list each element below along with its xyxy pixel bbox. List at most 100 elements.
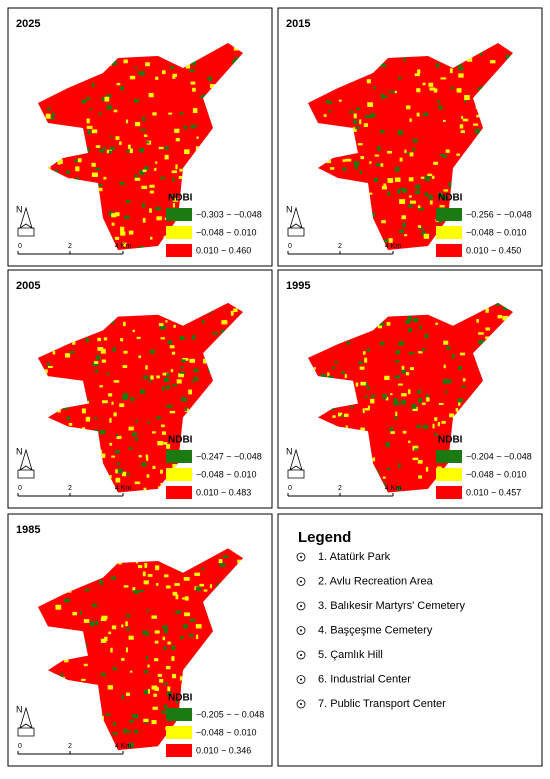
land-patch xyxy=(109,146,115,151)
land-patch xyxy=(474,128,481,134)
land-patch xyxy=(72,611,77,616)
land-patch xyxy=(89,108,93,111)
land-patch xyxy=(401,188,407,193)
land-patch xyxy=(390,431,395,434)
land-patch xyxy=(382,186,387,190)
land-patch xyxy=(69,351,76,354)
scale-label: 2 xyxy=(68,243,72,250)
land-patch xyxy=(126,150,131,153)
land-patch xyxy=(159,678,164,683)
land-patch xyxy=(46,107,51,111)
land-patch xyxy=(367,102,373,107)
land-patch xyxy=(113,380,120,383)
land-patch xyxy=(175,138,180,142)
land-patch xyxy=(64,598,70,603)
land-patch xyxy=(126,692,131,697)
land-patch xyxy=(129,148,133,154)
land-patch xyxy=(355,382,359,387)
land-patch xyxy=(408,195,412,198)
land-patch xyxy=(448,182,453,187)
land-patch xyxy=(458,73,464,78)
north-label: N xyxy=(286,204,293,214)
land-patch xyxy=(443,340,449,345)
land-patch xyxy=(450,86,454,90)
land-patch xyxy=(103,146,106,151)
land-patch xyxy=(457,398,462,403)
land-patch xyxy=(120,86,124,91)
land-patch xyxy=(171,170,177,174)
land-patch xyxy=(442,154,447,159)
land-patch xyxy=(149,190,154,194)
land-patch xyxy=(147,574,153,577)
land-patch xyxy=(445,391,448,394)
land-patch xyxy=(109,442,113,446)
land-patch xyxy=(123,215,130,219)
land-patch xyxy=(457,66,464,71)
land-patch xyxy=(170,369,174,373)
land-patch xyxy=(155,161,158,164)
land-patch xyxy=(413,317,419,323)
land-patch xyxy=(449,68,453,74)
land-patch xyxy=(99,385,103,388)
land-patch xyxy=(422,82,426,86)
land-patch xyxy=(397,188,401,194)
land-patch xyxy=(161,710,167,714)
land-patch xyxy=(212,332,219,335)
land-patch xyxy=(85,416,91,422)
land-patch xyxy=(384,239,388,242)
land-patch xyxy=(366,79,371,84)
land-patch xyxy=(129,720,134,723)
land-patch xyxy=(461,115,464,120)
land-patch xyxy=(407,389,411,395)
land-patch xyxy=(85,338,90,343)
land-patch xyxy=(116,82,121,86)
land-patch xyxy=(111,60,117,66)
land-patch xyxy=(401,393,407,397)
land-patch xyxy=(183,125,188,129)
land-patch xyxy=(143,670,149,674)
land-patch xyxy=(145,365,148,370)
land-patch xyxy=(480,52,483,56)
land-patch xyxy=(461,385,466,388)
land-patch xyxy=(497,314,503,319)
land-patch xyxy=(429,87,436,91)
land-patch xyxy=(109,417,112,423)
land-patch xyxy=(437,192,443,197)
land-patch xyxy=(125,621,128,627)
land-patch xyxy=(423,233,430,239)
class-swatch xyxy=(166,486,192,499)
land-patch xyxy=(329,167,335,170)
land-patch xyxy=(418,225,422,228)
scale-label: 0 xyxy=(18,485,22,492)
class-swatch xyxy=(166,744,192,757)
land-patch xyxy=(92,82,95,88)
land-patch xyxy=(94,361,99,364)
legend-marker-dot xyxy=(300,678,302,681)
land-patch xyxy=(403,56,406,62)
land-patch xyxy=(157,440,164,446)
land-patch xyxy=(418,475,423,479)
scale-label: 4 Km xyxy=(115,743,132,750)
land-patch xyxy=(163,442,168,445)
land-patch xyxy=(189,69,196,73)
land-patch xyxy=(172,73,177,77)
land-patch xyxy=(443,364,446,369)
land-patch xyxy=(408,440,411,444)
map-panel: 1995 NDBI−0.204 − −0.048 −0.048 − 0.010 0.0… xyxy=(277,269,543,509)
land-patch xyxy=(417,69,421,74)
land-patch xyxy=(398,341,405,346)
land-patch xyxy=(119,403,125,408)
land-patch xyxy=(188,389,193,395)
land-patch xyxy=(388,238,393,243)
land-patch xyxy=(95,145,101,148)
land-patch xyxy=(374,154,380,157)
land-patch xyxy=(408,352,415,355)
land-patch xyxy=(220,329,225,334)
land-patch xyxy=(409,152,414,157)
land-patch xyxy=(119,181,125,186)
land-patch xyxy=(74,159,78,163)
land-patch xyxy=(417,389,421,395)
class-range: 0.010 − 0.460 xyxy=(196,245,251,255)
land-patch xyxy=(122,396,128,400)
land-patch xyxy=(407,204,413,208)
